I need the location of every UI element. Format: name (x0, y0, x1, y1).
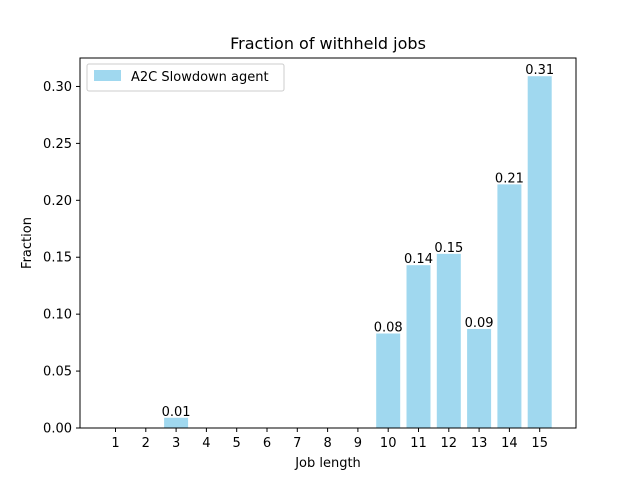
x-tick-label: 14 (501, 436, 518, 451)
bar-10 (376, 333, 401, 428)
y-tick-label: 0.05 (43, 365, 72, 380)
x-tick-label: 3 (172, 436, 180, 451)
y-tick-label: 0.15 (43, 251, 72, 266)
bar-14 (497, 184, 522, 428)
x-tick-label: 13 (471, 436, 488, 451)
legend-entry: A2C Slowdown agent (131, 70, 269, 85)
x-tick-label: 6 (263, 436, 271, 451)
x-tick-label: 10 (380, 436, 397, 451)
legend-box (86, 63, 285, 92)
bar-15 (527, 76, 552, 428)
x-axis: 1 2 3 4 5 6 7 8 9 10 11 12 13 14 15 (111, 428, 548, 451)
data-label-14: 0.21 (495, 171, 524, 186)
y-axis: 0.00 0.05 0.10 0.15 0.20 0.25 0.30 (43, 80, 80, 437)
x-tick-label: 9 (354, 436, 362, 451)
data-labels-group: 0.01 0.08 0.140.15 0.09 0.21 0.31 (162, 63, 555, 420)
x-tick-label: 4 (202, 436, 210, 451)
x-tick-label: 11 (410, 436, 427, 451)
x-axis-label: Job length (294, 456, 361, 471)
legend-swatch (94, 70, 121, 81)
data-label-11: 0.14 (404, 252, 433, 267)
y-tick-label: 0.25 (43, 137, 72, 152)
y-tick-label: 0.30 (43, 80, 72, 95)
bar-3 (164, 417, 189, 428)
chart-title: Fraction of withheld jobs (230, 34, 426, 53)
x-tick-label: 2 (142, 436, 150, 451)
x-tick-label: 1 (111, 436, 119, 451)
x-tick-label: 15 (531, 436, 548, 451)
bar-12 (436, 253, 461, 428)
y-tick-label: 0.10 (43, 308, 72, 323)
x-tick-label: 8 (323, 436, 331, 451)
y-axis-label: Fraction (20, 217, 35, 269)
data-label-15: 0.31 (525, 63, 554, 78)
x-tick-label: 5 (233, 436, 241, 451)
y-tick-label: 0.20 (43, 194, 72, 209)
data-label-10: 0.08 (374, 321, 403, 336)
bars-group (164, 76, 552, 428)
bar-13 (467, 328, 492, 428)
y-tick-label: 0.00 (43, 422, 72, 437)
x-tick-label: 12 (441, 436, 458, 451)
data-label-3: 0.01 (162, 405, 191, 420)
data-label-13: 0.09 (465, 316, 494, 331)
x-tick-label: 7 (293, 436, 301, 451)
data-label-12: 0.15 (434, 241, 463, 256)
bar-11 (406, 265, 431, 428)
legend: A2C Slowdown agent (86, 63, 285, 92)
